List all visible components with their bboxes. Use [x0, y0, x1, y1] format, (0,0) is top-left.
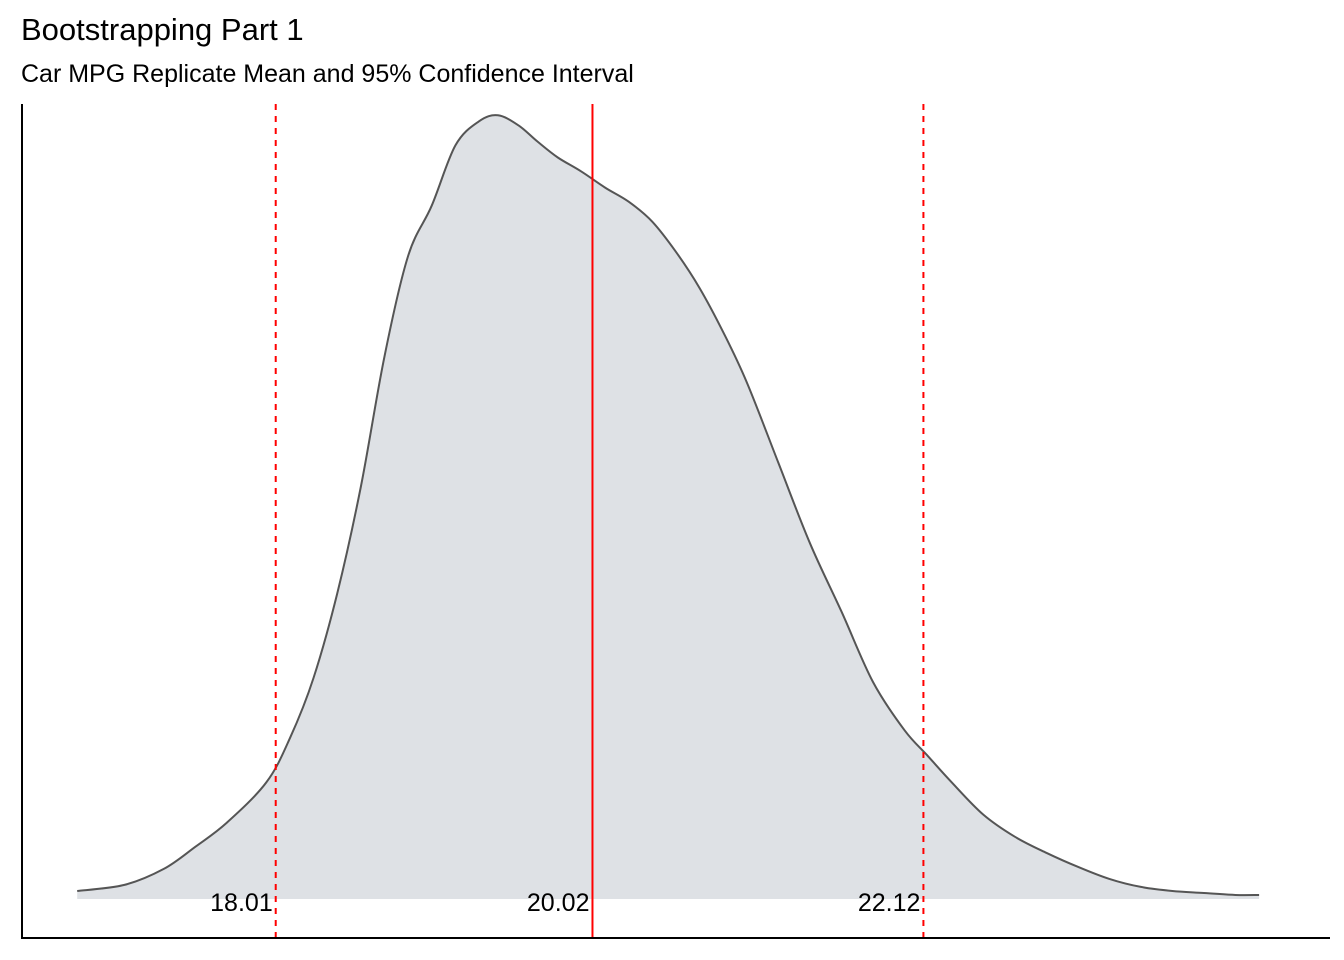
- density-area: [77, 115, 1260, 900]
- chart-title: Bootstrapping Part 1: [21, 12, 304, 47]
- chart-subtitle: Car MPG Replicate Mean and 95% Confidenc…: [21, 60, 634, 88]
- ref-line-label-1: 20.02: [527, 889, 590, 917]
- density-curve: [77, 114, 1260, 897]
- ref-line-label-0: 18.01: [210, 889, 273, 917]
- ref-line-label-2: 22.12: [858, 889, 921, 917]
